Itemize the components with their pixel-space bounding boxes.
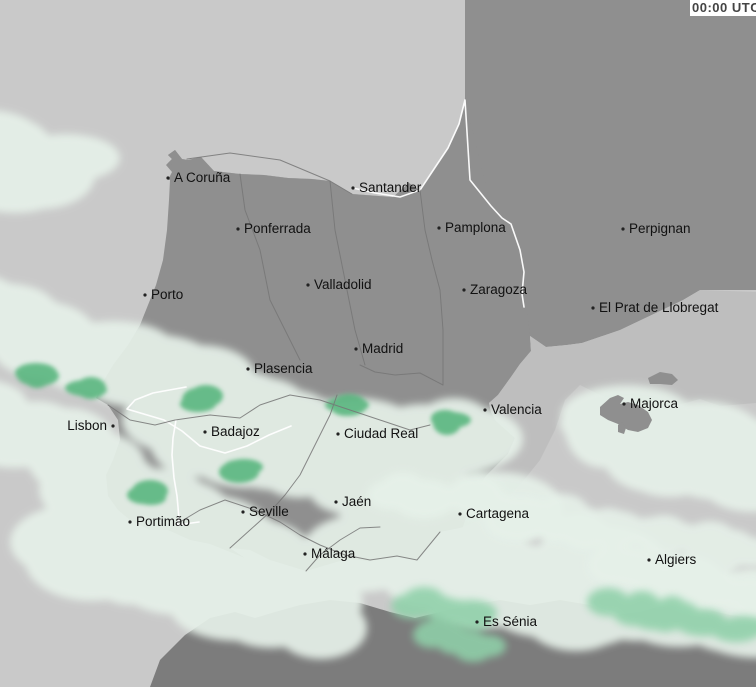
svg-text:Valladolid: Valladolid [314, 277, 372, 292]
svg-text:Santander: Santander [359, 180, 422, 195]
svg-text:Ciudad Real: Ciudad Real [344, 426, 418, 441]
svg-text:Majorca: Majorca [630, 396, 679, 411]
svg-text:Pamplona: Pamplona [445, 220, 506, 235]
svg-text:Jaén: Jaén [342, 494, 371, 509]
svg-text:Portimão: Portimão [136, 514, 190, 529]
svg-text:Badajoz: Badajoz [211, 424, 260, 439]
svg-text:Ponferrada: Ponferrada [244, 221, 311, 236]
svg-text:Algiers: Algiers [655, 552, 697, 567]
svg-text:Cartagena: Cartagena [466, 506, 530, 521]
svg-text:Plasencia: Plasencia [254, 361, 313, 376]
svg-text:A Coruña: A Coruña [174, 170, 231, 185]
svg-text:Seville: Seville [249, 504, 289, 519]
svg-text:Lisbon: Lisbon [67, 418, 107, 433]
svg-text:Perpignan: Perpignan [629, 221, 691, 236]
svg-text:Málaga: Málaga [311, 546, 356, 561]
svg-text:Zaragoza: Zaragoza [470, 282, 528, 297]
svg-text:El Prat de Llobregat: El Prat de Llobregat [599, 300, 719, 315]
svg-text:Porto: Porto [151, 287, 183, 302]
svg-text:Es Sénia: Es Sénia [483, 614, 538, 629]
svg-text:Valencia: Valencia [491, 402, 542, 417]
svg-text:Madrid: Madrid [362, 341, 403, 356]
